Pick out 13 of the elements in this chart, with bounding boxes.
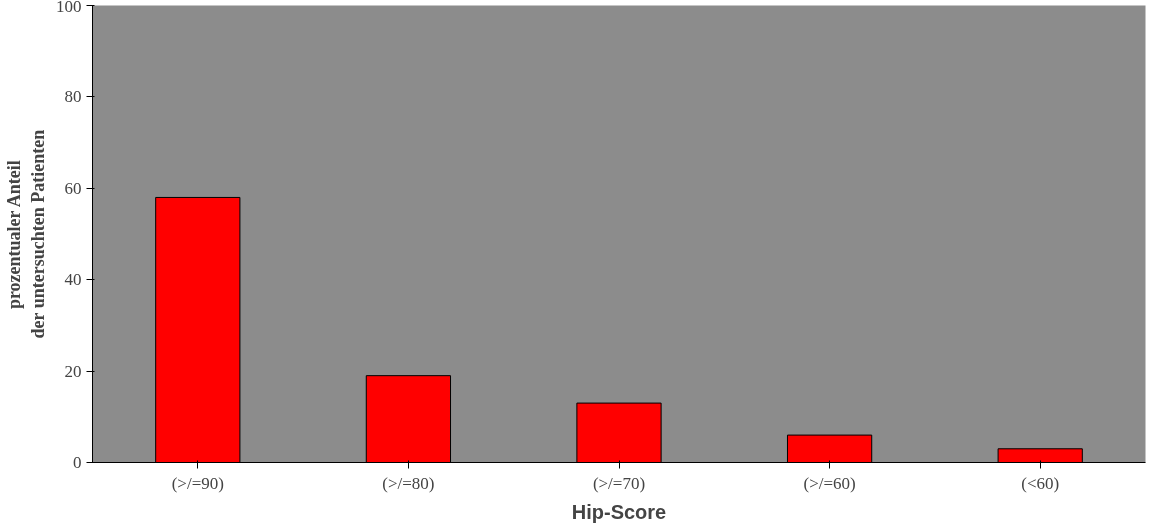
x-tick-label: (<60) — [1021, 473, 1060, 493]
y-tick-label: 40 — [64, 270, 82, 290]
y-tick-label: 80 — [64, 87, 82, 107]
y-tick-label: 100 — [56, 0, 82, 16]
y-axis-title: prozentualer Anteil der untersuchten Patienten — [4, 129, 48, 339]
y-tick-label: 0 — [73, 453, 82, 472]
x-axis-title: Hip-Score — [571, 500, 667, 523]
x-tick-label: (>/=90) — [171, 473, 224, 493]
x-tick-label: (>/=80) — [382, 473, 435, 493]
x-tick-label: (>/=70) — [592, 473, 646, 493]
y-tick-label: 20 — [64, 361, 82, 381]
y-tick-label: 60 — [64, 178, 82, 198]
x-tick-label: (>/=60) — [803, 473, 856, 493]
